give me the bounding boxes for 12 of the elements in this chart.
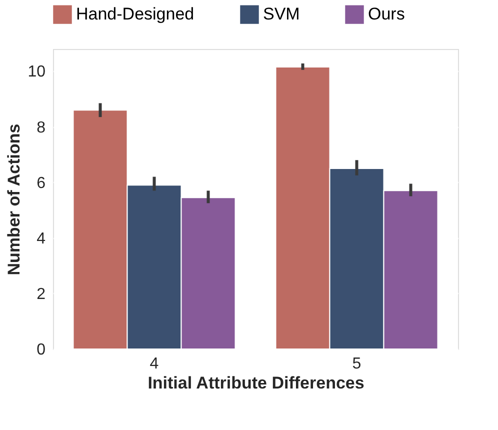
x-axis-title: Initial Attribute Differences <box>148 374 364 392</box>
y-tick-label: 4 <box>36 230 46 248</box>
y-tick-label: 8 <box>36 119 46 136</box>
legend-label: Ours <box>368 4 405 24</box>
y-tick-label: 0 <box>36 342 46 358</box>
legend-label: SVM <box>263 4 300 24</box>
y-tick-label: 2 <box>36 286 46 303</box>
y-axis-title: Number of Actions <box>4 124 24 276</box>
y-tick-label: 10 <box>28 64 46 81</box>
x-tick-label: 5 <box>352 356 362 372</box>
legend-label: Hand-Designed <box>76 4 194 24</box>
y-tick-label: 6 <box>36 174 46 192</box>
